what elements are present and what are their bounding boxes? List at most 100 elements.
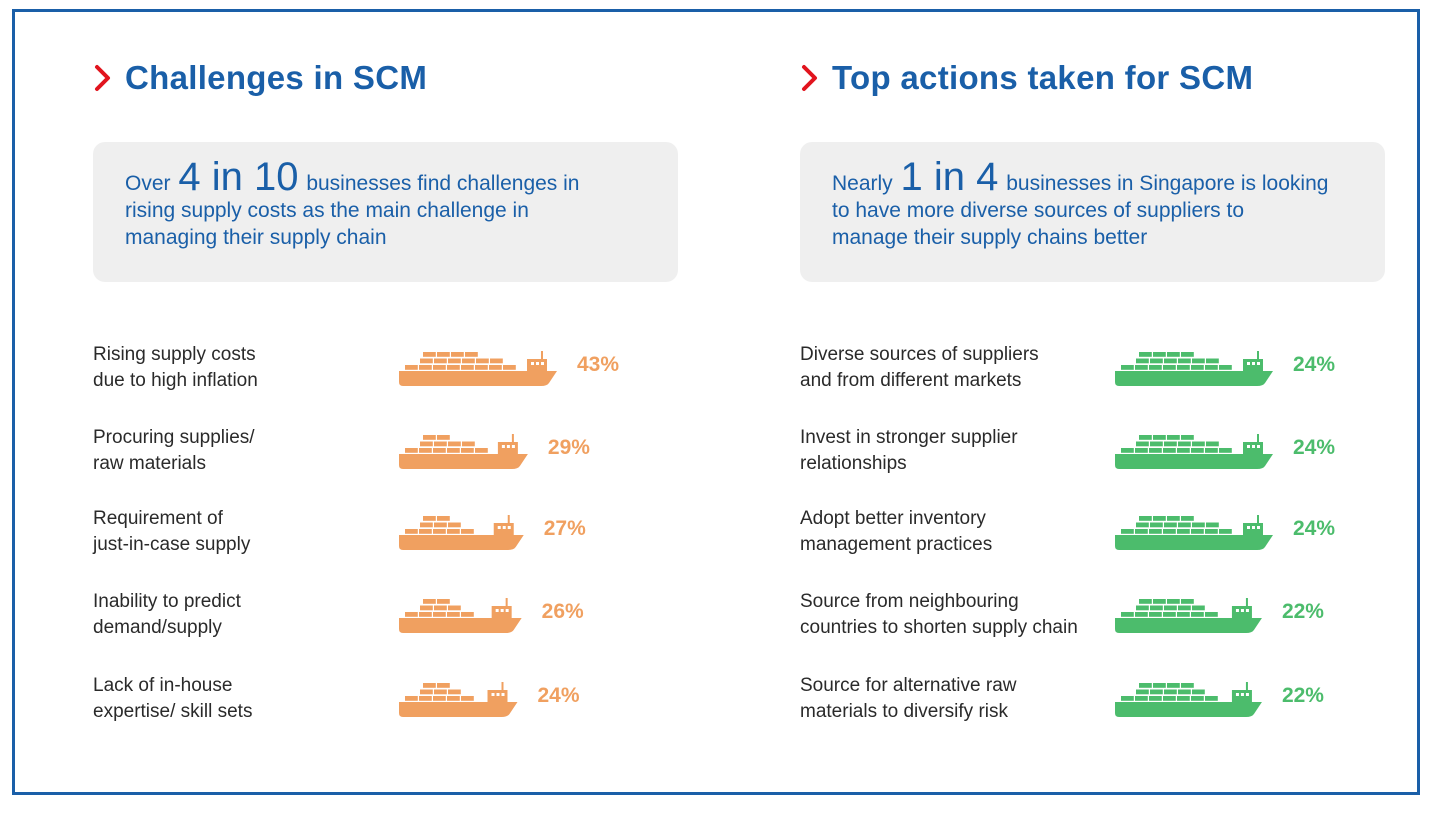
ship-container xyxy=(434,689,447,695)
ship-container xyxy=(489,365,502,370)
ship-container xyxy=(1162,612,1176,617)
ship-container xyxy=(465,352,478,357)
item-label-line-1: Source from neighbouring xyxy=(800,591,1019,612)
ship-window xyxy=(502,526,506,529)
ship-hull xyxy=(1115,701,1262,717)
ship-container xyxy=(437,683,450,688)
ship-container xyxy=(405,365,418,370)
ship-container xyxy=(419,605,433,611)
item-label-line-1: Requirement of xyxy=(93,508,223,529)
percentage-value: 29% xyxy=(547,436,590,459)
ship-container xyxy=(1191,689,1205,695)
ship-container xyxy=(448,358,461,364)
ship-container xyxy=(433,441,447,447)
ship-container xyxy=(1149,448,1162,453)
ship-container xyxy=(1139,516,1152,521)
callout-line-1: Over 4 in 10 businesses find challenges … xyxy=(125,157,648,197)
ship-window xyxy=(501,445,505,449)
item-label-line-1: Source for alternative raw xyxy=(800,675,1017,696)
ship-container xyxy=(461,441,475,447)
ship-hull xyxy=(399,617,522,633)
ship-container xyxy=(490,358,503,364)
ship-container xyxy=(423,683,436,688)
ship-window xyxy=(1252,526,1255,529)
item-label: Source for alternative raw materials to d… xyxy=(800,673,1100,725)
ship-container xyxy=(418,448,432,453)
ship-container xyxy=(422,516,436,521)
ship-container xyxy=(1148,696,1162,701)
callout-line-3: managing their supply chain xyxy=(125,226,387,249)
ship-container xyxy=(1192,358,1205,364)
ship-mast xyxy=(1245,682,1248,691)
ship-container xyxy=(1149,529,1162,534)
ship-container xyxy=(1162,696,1176,701)
ship-container xyxy=(1205,365,1218,370)
ship-container xyxy=(476,358,489,364)
callout-line-2: to have more diverse sources of supplier… xyxy=(832,199,1245,222)
ship-container xyxy=(433,696,446,701)
percentage-value: 43% xyxy=(577,353,620,376)
actions-callout: Nearly 1 in 4 businesses in Singapore is… xyxy=(800,142,1385,282)
container-ship-icon xyxy=(1115,598,1262,633)
ship-container xyxy=(404,529,418,534)
ship-hull xyxy=(399,453,528,469)
container-ship-icon xyxy=(1115,434,1273,469)
ship-container xyxy=(1120,696,1134,701)
ship-container xyxy=(1121,448,1134,453)
ship-container xyxy=(1163,529,1176,534)
ship-window xyxy=(541,362,544,365)
ship-window xyxy=(1245,693,1249,696)
ship-container xyxy=(1121,529,1134,534)
ship-bridge xyxy=(1231,606,1252,618)
ship-window xyxy=(1247,362,1250,365)
ship-window xyxy=(1235,693,1239,696)
ship-container xyxy=(418,529,432,534)
ship-container xyxy=(1167,435,1180,440)
actions-title: Top actions taken for SCM xyxy=(832,59,1254,96)
ship-container xyxy=(1166,599,1180,604)
ship-hull xyxy=(1115,371,1273,386)
container-ship-icon xyxy=(399,682,518,717)
ship-window xyxy=(496,693,500,696)
ship-container xyxy=(1139,435,1152,440)
ship-container xyxy=(1190,612,1204,617)
ship-container xyxy=(1135,448,1148,453)
ship-container xyxy=(1152,599,1166,604)
ship-window xyxy=(501,693,505,696)
actions-panel: Top actions taken for SCM Nearly 1 in 4 … xyxy=(800,12,1420,772)
item-label-line-2: due to high inflation xyxy=(93,370,258,391)
ship-container xyxy=(1135,605,1149,611)
ship-window xyxy=(1240,693,1244,696)
ship-window xyxy=(495,609,499,612)
ship-container xyxy=(1191,529,1204,534)
ship-container xyxy=(1206,522,1219,528)
percentage-value: 24% xyxy=(537,684,580,707)
ship-container xyxy=(422,435,436,440)
percentage-value: 22% xyxy=(1281,684,1324,707)
ship-container xyxy=(1149,365,1162,370)
callout-prefix: Over xyxy=(125,172,171,195)
list-item: Diverse sources of suppliers and from dif… xyxy=(800,342,1400,412)
ship-window xyxy=(500,609,504,612)
ship-mast xyxy=(541,351,543,359)
ship-container xyxy=(1204,696,1218,701)
ship-container xyxy=(420,689,433,695)
ship-container xyxy=(1135,529,1148,534)
item-label-line-1: Inability to predict xyxy=(93,591,241,612)
ship-container xyxy=(1149,605,1163,611)
ship-hull xyxy=(399,534,524,550)
list-item: Source for alternative raw materials to d… xyxy=(800,673,1400,743)
item-label: Source from neighbouring countries to sho… xyxy=(800,589,1100,641)
ship-window xyxy=(511,445,515,449)
container-ship-icon xyxy=(399,515,524,550)
item-label: Inability to predict demand/supply xyxy=(93,589,393,641)
ship-container xyxy=(1219,529,1232,534)
callout-line1-rest: businesses in Singapore is looking xyxy=(1006,172,1329,195)
ship-container xyxy=(434,358,447,364)
ship-container xyxy=(1192,441,1205,447)
ship-container xyxy=(1138,683,1152,688)
item-label-line-1: Adopt better inventory xyxy=(800,508,986,529)
ship-container xyxy=(1178,358,1191,364)
chevron-right-icon xyxy=(802,65,817,91)
item-label: Requirement of just-in-case supply xyxy=(93,506,393,558)
